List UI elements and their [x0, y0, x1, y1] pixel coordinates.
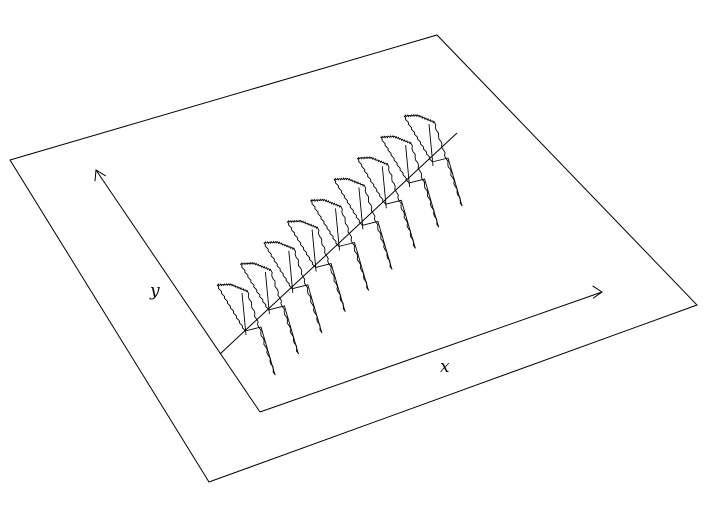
wave-profile-stroke [361, 220, 393, 270]
y-axis-arrowhead [94, 169, 106, 182]
wave-profile-stroke [291, 284, 323, 333]
wave-profile-stroke [311, 229, 317, 272]
ground-plane [9, 34, 698, 483]
wave-profile-stroke [333, 177, 393, 270]
wave-profile [216, 282, 276, 376]
wave-profile-stroke [380, 134, 440, 228]
wave-profile-stroke [286, 221, 317, 268]
wave-profile-stroke [381, 166, 387, 209]
wave-profile-stroke [403, 115, 433, 163]
wave-profile-stroke [263, 242, 293, 290]
wave-profile-stroke [310, 198, 370, 291]
wave-profile [333, 177, 393, 270]
wave-profile-stroke [405, 145, 411, 188]
wave-profile-stroke [240, 263, 270, 311]
wave-profile-stroke [358, 187, 364, 230]
wave-profile-stroke [385, 199, 416, 249]
y-axis-line [95, 169, 261, 413]
wave-profile-stroke [403, 113, 463, 207]
x-axis-label: x [440, 357, 450, 377]
wave-profile-stroke [314, 263, 346, 312]
wave-profile-stroke [335, 208, 340, 251]
wave-profile [403, 113, 463, 207]
wave-profile-stroke [428, 123, 434, 167]
wave-profile-stroke [244, 326, 276, 376]
wave-profile [240, 261, 300, 355]
wave-profile-stroke [380, 136, 410, 184]
wave-profile-stroke [431, 157, 463, 207]
wave-profile-stroke [216, 282, 276, 376]
wave-profile [263, 240, 323, 334]
wave-profile-stroke [286, 219, 346, 312]
x-axis [259, 285, 603, 413]
wave-profile [356, 156, 416, 249]
wave-profile-stroke [357, 156, 416, 249]
wave-profiles [216, 113, 463, 376]
wave-profile-stroke [310, 200, 340, 247]
x-axis-arrowhead [592, 285, 603, 299]
wave-profile [286, 219, 346, 312]
wave-profile-stroke [333, 179, 363, 226]
wave-profile-stroke [263, 240, 323, 334]
wave-profile-stroke [356, 157, 387, 205]
y-axis-label: y [149, 281, 160, 301]
wave-profile [310, 198, 370, 291]
y-axis [94, 169, 261, 413]
wave-profile-stroke [408, 178, 440, 228]
wave-profile-stroke [216, 284, 246, 332]
wave-profile-stroke [268, 305, 299, 355]
wave-profile-stroke [241, 292, 247, 336]
wave-profile [380, 134, 440, 228]
wave-profile-stroke [240, 261, 300, 355]
wave-profile-stroke [264, 271, 270, 314]
wave-profile-stroke [338, 241, 369, 291]
wave-profile-stroke [288, 250, 294, 293]
x-axis-line [259, 291, 603, 413]
